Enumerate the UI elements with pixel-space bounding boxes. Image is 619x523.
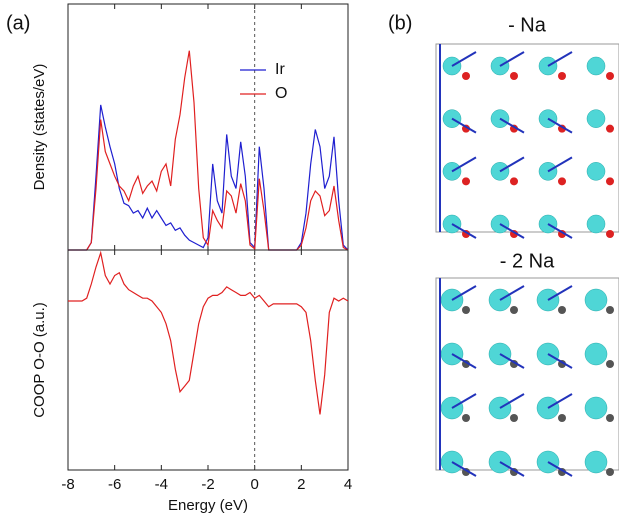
bond: [451, 223, 477, 239]
x-tick-label: -8: [61, 476, 74, 493]
bond: [499, 393, 525, 409]
x-tick-label: 0: [250, 476, 258, 493]
bond: [547, 461, 573, 477]
bond: [547, 223, 573, 239]
bond: [451, 393, 477, 409]
bond: [451, 285, 477, 301]
atom: [558, 414, 566, 422]
bond: [547, 393, 573, 409]
isosurface: [586, 162, 606, 181]
x-axis-label: Energy (eV): [168, 497, 248, 514]
isosurface: [584, 450, 608, 474]
bond: [499, 285, 525, 301]
x-tick-label: 4: [344, 476, 352, 493]
atom: [462, 72, 470, 80]
atom: [606, 230, 614, 238]
bond: [499, 223, 525, 239]
structure-title: - Na: [508, 14, 547, 36]
atom: [510, 177, 518, 186]
bond: [547, 353, 573, 369]
atom: [606, 72, 614, 80]
bond: [499, 51, 525, 67]
bond: [451, 353, 477, 369]
y-axis-label: Density (states/eV): [31, 64, 48, 191]
y-axis-label: COOP O-O (a.u.): [31, 302, 48, 418]
bond: [451, 51, 477, 67]
atom: [606, 124, 614, 133]
atom: [558, 306, 566, 314]
atom: [606, 177, 614, 186]
legend-label: Ir: [275, 61, 285, 78]
bond: [499, 156, 525, 173]
isosurface: [584, 396, 608, 420]
bond: [547, 51, 573, 67]
atom: [558, 177, 566, 186]
isosurface: [586, 214, 606, 234]
bond: [499, 117, 525, 134]
atom: [510, 414, 518, 422]
x-tick-label: -2: [201, 476, 214, 493]
isosurface: [586, 109, 606, 128]
structure-drawing: [439, 44, 614, 477]
data-line: [68, 50, 349, 251]
data-line: [68, 250, 349, 415]
atom: [606, 360, 614, 368]
atom: [558, 72, 566, 80]
atom: [606, 306, 614, 314]
atom: [606, 468, 614, 476]
bond: [451, 117, 477, 134]
atom: [606, 414, 614, 422]
atom: [510, 72, 518, 80]
bond: [499, 353, 525, 369]
legend-label: O: [275, 85, 287, 102]
isosurface: [584, 342, 608, 366]
bond: [451, 461, 477, 477]
data-line: [68, 104, 349, 251]
x-tick-label: 2: [297, 476, 305, 493]
panel-label: (a): [6, 12, 30, 34]
panel-label: (b): [388, 12, 412, 34]
bond: [451, 156, 477, 173]
atom: [462, 414, 470, 422]
structure-title: - 2 Na: [500, 250, 555, 272]
atom: [462, 177, 470, 186]
atom: [462, 306, 470, 314]
x-tick-label: -6: [108, 476, 121, 493]
isosurface: [584, 288, 608, 312]
x-tick-label: -4: [155, 476, 168, 493]
atom: [510, 306, 518, 314]
bond: [499, 461, 525, 477]
isosurface: [586, 56, 606, 76]
bond: [547, 117, 573, 134]
bond: [547, 285, 573, 301]
bond: [547, 156, 573, 173]
